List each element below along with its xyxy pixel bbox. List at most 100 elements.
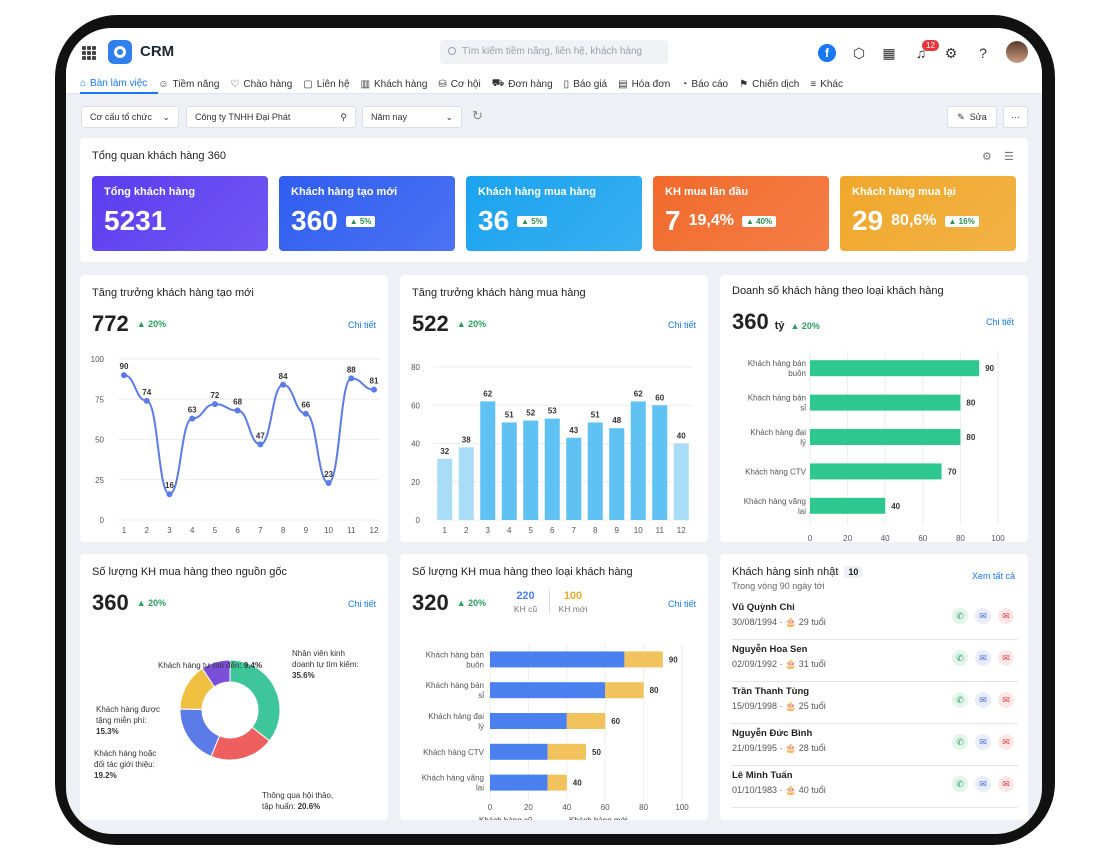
list-item[interactable]: Trần Thanh Tùng 15/09/1998 · 🎂 25 tuổi ✆ ✉ ✉: [732, 682, 1018, 724]
bar-segment[interactable]: [566, 713, 606, 729]
source-detail-link[interactable]: Chi tiết: [348, 599, 377, 609]
pie-slice[interactable]: [179, 708, 221, 757]
phone-icon[interactable]: ✆: [952, 776, 968, 792]
mail-icon[interactable]: ✉: [998, 692, 1014, 708]
list-item[interactable]: Lê Minh Tuấn 01/10/1983 · 🎂 40 tuổi ✆ ✉ ✉: [732, 766, 1018, 808]
avatar[interactable]: [1006, 41, 1028, 63]
revenue-type-detail-link[interactable]: Chi tiết: [986, 317, 1015, 327]
phone-icon[interactable]: ✆: [952, 692, 968, 708]
data-point[interactable]: [189, 415, 196, 422]
bar-segment[interactable]: [490, 774, 548, 791]
nav-item-4[interactable]: ▥ Khách hàng: [361, 74, 439, 94]
nav-item-1[interactable]: ☺ Tiềm năng: [158, 74, 230, 94]
nav-item-8[interactable]: ▤ Hóa đơn: [618, 74, 681, 94]
data-point[interactable]: [234, 407, 241, 414]
bar-segment[interactable]: [605, 682, 644, 699]
bar[interactable]: [437, 458, 453, 520]
bar[interactable]: [609, 428, 625, 520]
bar[interactable]: [630, 401, 646, 520]
bar[interactable]: [810, 463, 942, 480]
nav-item-10[interactable]: ⚑ Chiến dịch: [739, 74, 810, 94]
list-item[interactable]: Nguyễn Đức Bình 21/09/1995 · 🎂 28 tuổi ✆ ✉ ✉: [732, 724, 1018, 766]
nav-item-6[interactable]: ⛟ Đơn hàng: [492, 74, 564, 94]
bar-segment[interactable]: [490, 682, 606, 699]
nav-item-3[interactable]: ▢ Liên hệ: [303, 74, 360, 94]
mail-icon[interactable]: ✉: [998, 734, 1014, 750]
phone-icon[interactable]: ✆: [952, 734, 968, 750]
bar-segment[interactable]: [490, 743, 548, 760]
help-icon[interactable]: ?: [979, 45, 987, 61]
calendar-icon[interactable]: ▦: [882, 44, 896, 61]
data-point[interactable]: [143, 397, 150, 404]
bar-segment[interactable]: [624, 651, 663, 668]
nav-item-2[interactable]: ♡ Chào hàng: [230, 74, 303, 94]
list-item[interactable]: Nguyễn Hoa Sen 02/09/1992 · 🎂 31 tuổi ✆ ✉ ✉: [732, 640, 1018, 682]
chat-icon[interactable]: ✉: [975, 692, 991, 708]
data-point[interactable]: [257, 441, 264, 448]
period-select[interactable]: Năm nay ⌄: [362, 106, 462, 128]
pie-slice[interactable]: [229, 659, 281, 742]
nav-item-5[interactable]: ⛁ Cơ hội: [438, 74, 491, 94]
phone-icon[interactable]: ✆: [952, 650, 968, 666]
kpi-card-2[interactable]: Khách hàng mua hàng 36 ▲ 5%: [466, 176, 642, 251]
mail-icon[interactable]: ✉: [998, 650, 1014, 666]
data-point[interactable]: [211, 401, 218, 408]
growth-new-detail-link[interactable]: Chi tiết: [348, 320, 377, 330]
nav-item-11[interactable]: ≡ Khác: [810, 74, 854, 94]
chat-icon[interactable]: ✉: [975, 776, 991, 792]
chat-icon[interactable]: ✉: [975, 608, 991, 624]
company-select[interactable]: Công ty TNHH Đại Phát ⚲: [186, 106, 356, 128]
chat-icon[interactable]: ✉: [975, 650, 991, 666]
bar-segment[interactable]: [490, 651, 625, 668]
bar[interactable]: [480, 401, 496, 520]
data-point[interactable]: [302, 410, 309, 417]
gear-icon[interactable]: ⚙: [944, 44, 958, 61]
kpi-card-3[interactable]: KH mua lần đầu 7 19,4% ▲ 40%: [653, 176, 829, 251]
list-item[interactable]: Vũ Quỳnh Chi 30/08/1994 · 🎂 29 tuổi ✆ ✉ ✉: [732, 598, 1018, 640]
mail-icon[interactable]: ✉: [998, 776, 1014, 792]
by-type-detail-link[interactable]: Chi tiết: [668, 599, 697, 609]
bar[interactable]: [673, 443, 689, 521]
app-grid-icon[interactable]: [82, 46, 96, 60]
bar[interactable]: [501, 422, 517, 520]
chat-icon[interactable]: ✉: [975, 734, 991, 750]
mail-icon[interactable]: ✉: [998, 608, 1014, 624]
bar[interactable]: [587, 422, 603, 520]
kpi-card-1[interactable]: Khách hàng tạo mới 360 ▲ 5%: [279, 176, 455, 251]
bar[interactable]: [810, 429, 961, 445]
refresh-icon[interactable]: ↻: [472, 108, 483, 123]
data-point[interactable]: [166, 491, 173, 498]
bar[interactable]: [810, 497, 886, 514]
bar[interactable]: [523, 420, 539, 520]
data-point[interactable]: [371, 386, 377, 393]
phone-icon[interactable]: ✆: [952, 608, 968, 624]
data-point[interactable]: [280, 381, 287, 388]
nav-item-0[interactable]: ⌂ Bàn làm việc: [80, 74, 159, 94]
bar[interactable]: [810, 360, 980, 377]
kpi-card-0[interactable]: Tổng khách hàng 5231: [92, 176, 268, 251]
bar[interactable]: [544, 418, 560, 520]
bar-segment[interactable]: [547, 774, 567, 791]
data-point[interactable]: [348, 375, 355, 382]
birthday-view-all-link[interactable]: Xem tất cả: [972, 571, 1016, 581]
bar[interactable]: [566, 437, 582, 520]
edit-button[interactable]: ✎ Sửa: [947, 106, 997, 128]
growth-buy-detail-link[interactable]: Chi tiết: [668, 320, 697, 330]
nav-item-9[interactable]: ◔ Báo cáo: [681, 74, 739, 94]
data-point[interactable]: [325, 479, 332, 486]
bell-icon[interactable]: ♫: [915, 45, 927, 61]
kpi-card-4[interactable]: Khách hàng mua lại 29 80,6% ▲ 16%: [840, 176, 1016, 251]
bar[interactable]: [810, 394, 961, 411]
pie-slice[interactable]: [201, 659, 231, 688]
bar[interactable]: [652, 405, 668, 520]
more-button[interactable]: ···: [1003, 106, 1028, 128]
box-icon[interactable]: ⬡: [852, 44, 866, 61]
org-structure-select[interactable]: Cơ cấu tổ chức ⌄: [81, 106, 179, 128]
settings-icon[interactable]: ⚙: [982, 151, 992, 163]
bar[interactable]: [458, 447, 474, 520]
bar-segment[interactable]: [490, 713, 567, 729]
data-point[interactable]: [121, 372, 127, 379]
search-input[interactable]: Tìm kiếm tiềm năng, liên hệ, khách hàng: [440, 40, 668, 64]
bar-segment[interactable]: [547, 743, 586, 760]
filter-sliders-icon[interactable]: ☰: [1004, 151, 1014, 163]
